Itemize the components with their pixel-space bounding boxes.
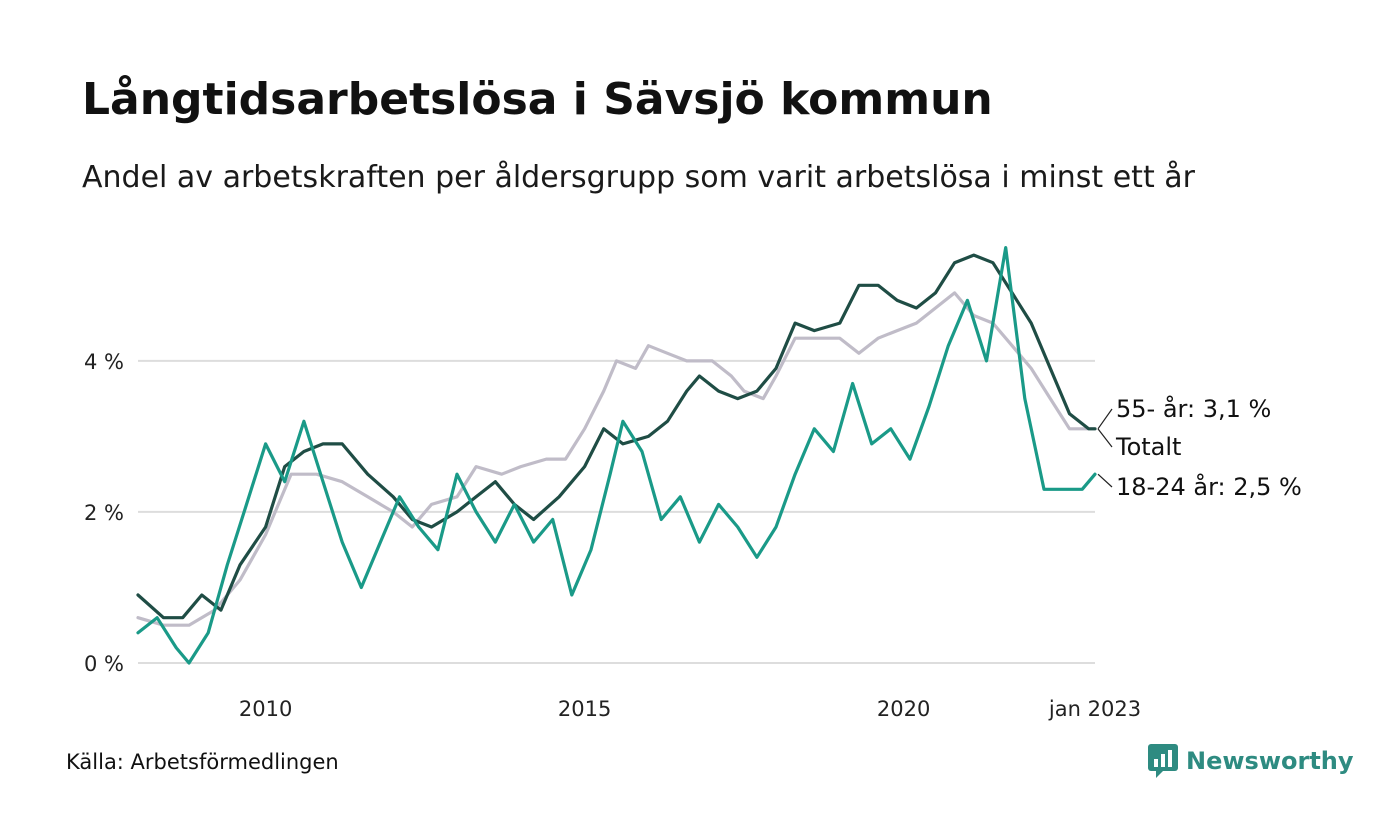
x-axis-ticks: 2010 2015 2020 jan 2023 bbox=[239, 697, 1141, 721]
label-leader-line bbox=[1097, 428, 1113, 448]
label-leader-line bbox=[1097, 473, 1113, 488]
x-tick-label: jan 2023 bbox=[1048, 697, 1141, 721]
y-tick-label: 0 % bbox=[84, 652, 124, 676]
x-tick-label: 2010 bbox=[239, 697, 292, 721]
series-end-label: 55- år: 3,1 % bbox=[1116, 394, 1271, 423]
newsworthy-logo-icon bbox=[1148, 744, 1178, 778]
series-end-label: Totalt bbox=[1115, 433, 1181, 461]
y-axis-ticks: 0 % 2 % 4 % bbox=[84, 350, 124, 676]
y-tick-label: 4 % bbox=[84, 350, 124, 374]
series-line-2 bbox=[136, 246, 1097, 665]
series-line-0 bbox=[136, 291, 1097, 627]
source-note: Källa: Arbetsförmedlingen bbox=[66, 750, 339, 774]
brand-name: Newsworthy bbox=[1186, 747, 1354, 775]
series-line-1 bbox=[136, 253, 1097, 620]
series-end-label: 18-24 år: 2,5 % bbox=[1116, 472, 1302, 501]
gridlines bbox=[138, 359, 1095, 664]
y-tick-label: 2 % bbox=[84, 501, 124, 525]
x-tick-label: 2015 bbox=[558, 697, 611, 721]
label-leader-line bbox=[1097, 408, 1113, 430]
end-labels: Totalt 55- år: 3,1 % 18-24 år: 2,5 % bbox=[1097, 394, 1302, 501]
brand-logo: Newsworthy bbox=[1148, 744, 1354, 778]
chart-title: Långtidsarbetslösa i Sävsjö kommun bbox=[82, 74, 993, 125]
chart-subtitle: Andel av arbetskraften per åldersgrupp s… bbox=[82, 160, 1195, 195]
series-lines bbox=[136, 246, 1097, 665]
x-tick-label: 2020 bbox=[877, 697, 930, 721]
line-chart: 0 % 2 % 4 % 2010 2015 2020 jan 2023 Totalt 55-… bbox=[84, 246, 1302, 721]
